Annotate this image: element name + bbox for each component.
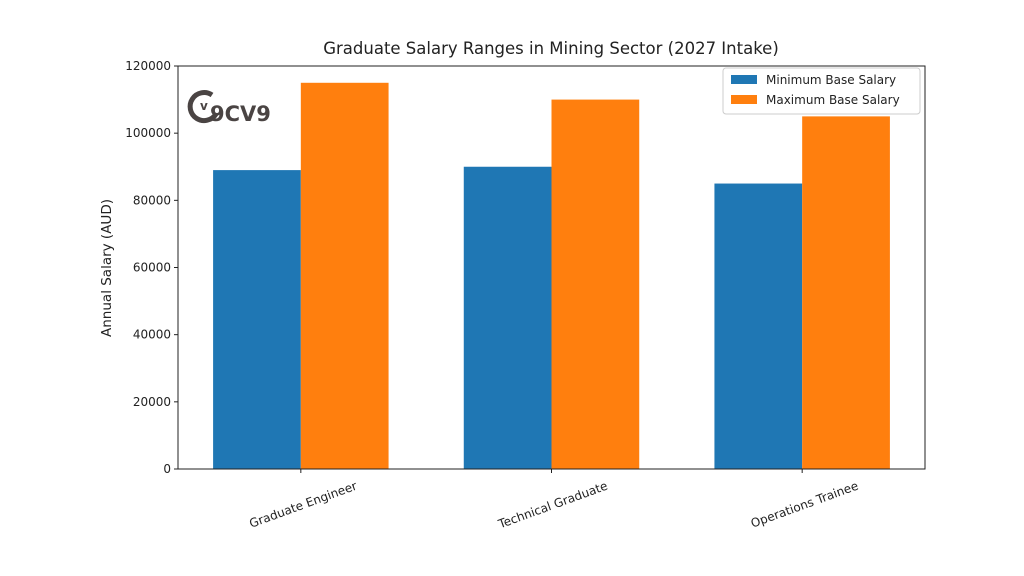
legend: Minimum Base Salary Maximum Base Salary (722, 67, 921, 115)
logo-v: v (200, 99, 208, 113)
logo-ring-icon (187, 90, 219, 124)
logo: v 9CV9 (187, 90, 271, 126)
bar-max-2 (802, 116, 890, 469)
y-tick-label: 120000 (125, 59, 171, 73)
x-tick-label: Operations Trainee (749, 479, 860, 531)
x-tick-label: Technical Graduate (496, 479, 610, 532)
bar-min-0 (213, 170, 301, 469)
y-tick-label: 60000 (133, 261, 171, 275)
y-axis-label: Annual Salary (AUD) (99, 199, 115, 337)
y-tick-label: 40000 (133, 328, 171, 342)
bar-max-0 (300, 82, 389, 470)
x-tick-label: Graduate Engineer (247, 479, 359, 531)
y-tick-label: 100000 (125, 126, 171, 140)
bar-min-1 (463, 166, 552, 469)
legend-swatch-min (731, 75, 757, 84)
legend-label-max: Maximum Base Salary (766, 93, 900, 107)
chart-title: Graduate Salary Ranges in Mining Sector … (323, 39, 779, 58)
y-tick-label: 20000 (133, 395, 171, 409)
legend-label-min: Minimum Base Salary (766, 73, 896, 87)
bar-max-1 (551, 99, 640, 469)
y-tick-label: 80000 (133, 193, 171, 207)
legend-swatch-max (731, 95, 757, 104)
bar-min-2 (714, 183, 803, 469)
logo-text: 9CV9 (210, 102, 271, 126)
y-tick-label: 0 (163, 462, 171, 476)
